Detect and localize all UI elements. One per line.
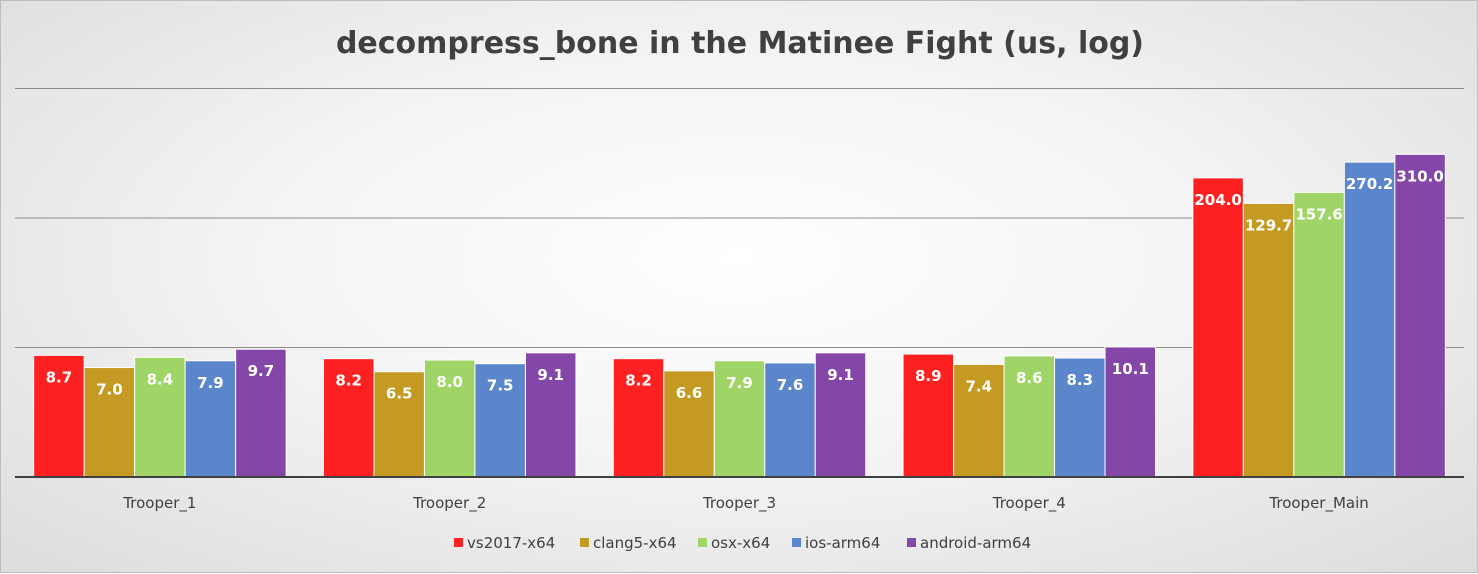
bar-vs2017-x64-Trooper_4 [902, 353, 955, 478]
legend-label: android-arm64 [920, 534, 1031, 552]
data-label: 8.0 [436, 373, 463, 391]
x-tick-label: Trooper_2 [412, 494, 486, 513]
data-label: 7.9 [726, 374, 753, 392]
data-label: 9.7 [248, 362, 275, 380]
data-label: 8.3 [1067, 371, 1094, 389]
bar-android-arm64-Trooper_4 [1104, 346, 1157, 478]
bar-osx-x64-Trooper_Main [1293, 191, 1345, 478]
data-label: 8.9 [915, 367, 942, 385]
data-label: 7.0 [96, 381, 123, 399]
bar-clang5-x64-Trooper_2 [373, 371, 425, 478]
bar-osx-x64-Trooper_2 [423, 359, 476, 478]
data-label: 9.1 [827, 366, 854, 384]
legend-swatch [907, 538, 916, 547]
legend-label: osx-x64 [711, 534, 770, 552]
x-tick-label: Trooper_Main [1268, 494, 1368, 513]
bar-vs2017-x64-Trooper_1 [33, 354, 85, 478]
legend-swatch [580, 538, 589, 547]
bar-android-arm64-Trooper_2 [524, 352, 577, 478]
bar-android-arm64-Trooper_3 [814, 352, 867, 478]
x-axis: Trooper_1 Trooper_2 Trooper_3 Trooper_4 Troo… [15, 476, 1464, 513]
data-label: 7.6 [777, 376, 804, 394]
data-label: 204.0 [1194, 191, 1241, 209]
bar-ios-arm64-Trooper_3 [764, 362, 816, 478]
data-label: 310.0 [1396, 167, 1443, 185]
data-label: 9.1 [537, 366, 564, 384]
legend: vs2017-x64 clang5-x64 osx-x64 ios-arm64 andr… [454, 534, 1031, 552]
legend-swatch [698, 538, 707, 547]
data-label: 7.5 [487, 377, 514, 395]
bar-clang5-x64-Trooper_1 [83, 367, 136, 478]
data-label: 8.4 [147, 370, 174, 388]
x-tick-label: Trooper_4 [992, 494, 1066, 513]
x-tick-label: Trooper_3 [702, 494, 776, 513]
data-label: 7.4 [966, 377, 993, 395]
bar-ios-arm64-Trooper_4 [1054, 357, 1106, 478]
data-label: 6.6 [676, 384, 703, 402]
data-label: 8.2 [625, 372, 652, 390]
legend-label: clang5-x64 [593, 534, 677, 552]
data-label: 8.7 [46, 368, 73, 386]
bar-clang5-x64-Trooper_4 [953, 363, 1005, 478]
data-label: 8.6 [1016, 369, 1043, 387]
bar-vs2017-x64-Trooper_Main [1192, 177, 1244, 478]
data-label: 129.7 [1245, 216, 1292, 234]
bar-osx-x64-Trooper_1 [134, 356, 186, 478]
data-label: 7.9 [197, 374, 224, 392]
bar-ios-arm64-Trooper_Main [1343, 161, 1396, 478]
legend-swatch [792, 538, 801, 547]
bar-osx-x64-Trooper_4 [1003, 355, 1056, 478]
bar-clang5-x64-Trooper_3 [663, 370, 715, 478]
x-tick-label: Trooper_1 [122, 494, 196, 513]
data-label: 6.5 [386, 385, 413, 403]
legend-label: ios-arm64 [805, 534, 880, 552]
data-label: 270.2 [1346, 175, 1393, 193]
bar-ios-arm64-Trooper_2 [474, 363, 526, 478]
data-label: 8.2 [335, 372, 362, 390]
legend-label: vs2017-x64 [467, 534, 555, 552]
data-label: 157.6 [1295, 205, 1342, 223]
bar-android-arm64-Trooper_Main [1394, 153, 1446, 478]
bar-clang5-x64-Trooper_Main [1242, 202, 1295, 478]
data-label: 10.1 [1112, 360, 1149, 378]
legend-swatch [454, 538, 463, 547]
chart-title: decompress_bone in the Matinee Fight (us… [336, 26, 1144, 61]
bars: 8.7 7.0 8.4 7.9 9.7 8.2 6.5 8.0 7.5 9.1 8.2 6.6 7.9 7… [33, 153, 1446, 478]
bar-osx-x64-Trooper_3 [713, 360, 766, 478]
